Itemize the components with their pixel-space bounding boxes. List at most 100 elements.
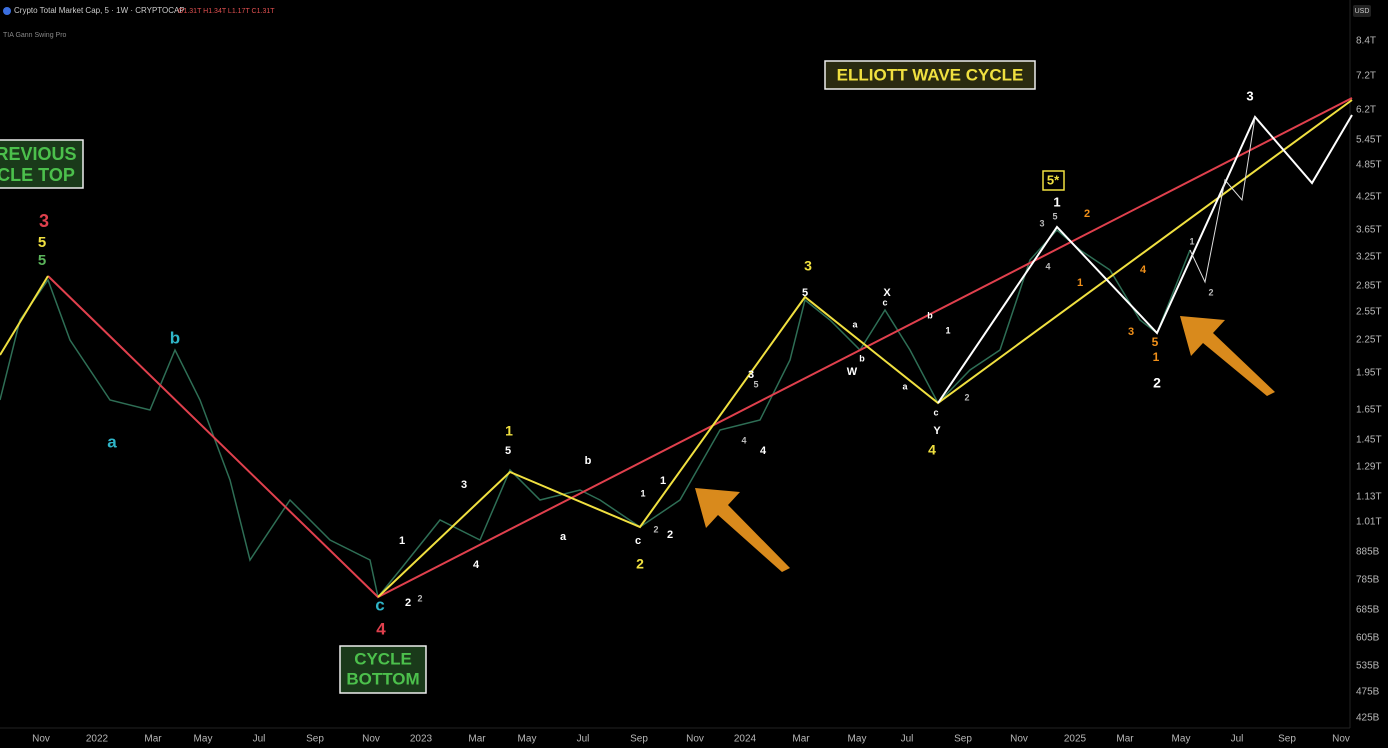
wave-label: 2 xyxy=(405,597,411,609)
wave-label: c xyxy=(375,595,384,614)
title-box-text: ELLIOTT WAVE CYCLE xyxy=(837,65,1024,84)
wave-label: 4 xyxy=(1140,264,1147,276)
time-label: Jul xyxy=(1231,734,1244,745)
wave-label: 1 xyxy=(1189,236,1194,246)
price-label: 535B xyxy=(1356,661,1380,672)
wave-label: 3 xyxy=(39,211,49,231)
time-label: 2022 xyxy=(86,734,109,745)
wave-label: a xyxy=(560,531,567,543)
wave-label: 5 xyxy=(38,252,46,269)
wave-label: 2 xyxy=(964,392,969,402)
wave-label: 4 xyxy=(741,435,746,445)
currency: USD xyxy=(1355,8,1370,15)
wave-label: Y xyxy=(933,425,941,437)
price-label: 1.13T xyxy=(1356,492,1382,503)
wave-label: 5 xyxy=(38,234,46,251)
wave-label: 4 xyxy=(473,559,480,571)
wave-label: 1 xyxy=(399,535,405,547)
price-label: 1.65T xyxy=(1356,405,1382,416)
time-label: Jul xyxy=(253,734,266,745)
price-label: 4.85T xyxy=(1356,160,1382,171)
time-label: Nov xyxy=(1010,734,1028,745)
time-label: Nov xyxy=(362,734,380,745)
price-path xyxy=(0,228,1191,599)
wave-label: c xyxy=(635,535,641,547)
wave-label: 1 xyxy=(1053,194,1060,209)
price-label: 785B xyxy=(1356,575,1380,586)
price-label: 2.85T xyxy=(1356,281,1382,292)
price-label: 475B xyxy=(1356,687,1380,698)
wave-label: b xyxy=(170,328,180,347)
wave-label: 3 xyxy=(804,258,812,274)
wave-label: a xyxy=(902,381,908,391)
time-label: Jul xyxy=(577,734,590,745)
price-label: 1.95T xyxy=(1356,368,1382,379)
time-label: Mar xyxy=(144,734,162,745)
wave-label: 1 xyxy=(505,423,513,439)
price-label: 605B xyxy=(1356,633,1380,644)
wave-label: 1 xyxy=(660,475,666,487)
wave-label: 2 xyxy=(636,556,644,572)
wave-label: 2 xyxy=(667,529,673,541)
wave-label: 3 xyxy=(1128,326,1134,338)
wave-label: 2 xyxy=(653,524,658,534)
top-box xyxy=(0,139,84,189)
projection-line xyxy=(1189,116,1256,284)
wave-label: W xyxy=(847,366,858,378)
time-label: Mar xyxy=(792,734,810,745)
price-label: 1.29T xyxy=(1356,462,1382,473)
time-label: Mar xyxy=(468,734,486,745)
wave-label: 2 xyxy=(1153,375,1161,391)
label-box xyxy=(1042,170,1065,191)
time-label: 2023 xyxy=(410,734,433,745)
time-label: 2024 xyxy=(734,734,757,745)
wave-line xyxy=(377,99,1353,598)
time-label: Nov xyxy=(1332,734,1350,745)
wave-label: 3 xyxy=(1246,88,1253,103)
title-box xyxy=(824,60,1036,90)
time-label: Nov xyxy=(686,734,704,745)
wave-label: 1 xyxy=(1153,350,1160,364)
wave-label: 1 xyxy=(640,488,645,498)
wave-label: 2 xyxy=(1208,287,1213,297)
top-box-text: CLE TOP xyxy=(0,165,75,185)
price-label: 685B xyxy=(1356,605,1380,616)
symbol-title: Crypto Total Market Cap, 5 · 1W · CRYPTO… xyxy=(14,6,185,15)
wave-label: c xyxy=(933,407,938,417)
wave-label: b xyxy=(927,310,933,320)
wave-label: 5 xyxy=(753,379,758,389)
wave-label: X xyxy=(883,287,891,299)
wave-label: 1 xyxy=(1077,277,1083,289)
wave-label: 2 xyxy=(417,593,422,603)
price-label: 3.25T xyxy=(1356,252,1382,263)
time-label: Nov xyxy=(32,734,50,745)
time-label: 2025 xyxy=(1064,734,1087,745)
time-label: May xyxy=(518,734,537,745)
wave-label: c xyxy=(882,297,887,307)
wave-label: 1 xyxy=(945,325,950,335)
price-label: 4.25T xyxy=(1356,192,1382,203)
time-label: Sep xyxy=(1278,734,1296,745)
wave-label: 4 xyxy=(1045,261,1050,271)
bottom-box-text: CYCLE xyxy=(354,649,412,668)
currency-badge xyxy=(1353,5,1371,17)
wave-label: 5 xyxy=(505,445,511,457)
time-label: May xyxy=(848,734,867,745)
arrow xyxy=(1180,316,1275,396)
price-label: 5.45T xyxy=(1356,135,1382,146)
price-label: 425B xyxy=(1356,713,1380,724)
symbol-icon xyxy=(3,7,11,15)
wave-label: b xyxy=(859,353,865,363)
price-label: 6.2T xyxy=(1356,105,1376,116)
arrow xyxy=(695,488,790,572)
time-label: Mar xyxy=(1116,734,1134,745)
wave-label: 2 xyxy=(1084,208,1090,220)
price-label: 2.55T xyxy=(1356,307,1382,318)
wave-label: a xyxy=(852,319,858,329)
time-label: May xyxy=(1172,734,1191,745)
indicator: TIA Gann Swing Pro xyxy=(3,32,67,39)
time-label: Sep xyxy=(954,734,972,745)
wave-label: 5 xyxy=(1152,335,1159,349)
